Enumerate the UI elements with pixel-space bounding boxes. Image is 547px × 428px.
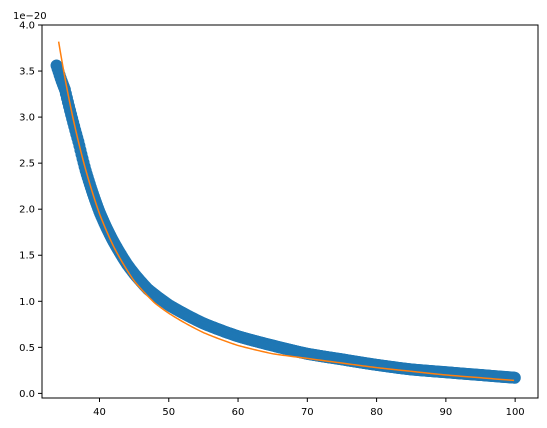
x-tick-label: 60	[232, 407, 245, 418]
x-tick-label: 100	[506, 407, 525, 418]
plot-background	[42, 25, 538, 398]
y-tick-label: 3.5	[19, 67, 35, 78]
y-tick-label: 2.5	[19, 159, 35, 170]
y-tick-label: 1.5	[19, 251, 35, 262]
x-tick-label: 90	[439, 407, 452, 418]
scatter-point	[508, 371, 521, 384]
y-tick-label: 0.0	[19, 389, 35, 400]
x-tick-label: 40	[93, 407, 106, 418]
y-tick-label: 3.0	[19, 113, 35, 124]
y-offset-label: 1e−20	[13, 11, 47, 22]
axes-layer: 40 50 60 70 80 90 100 0.0 0.5 1.0 1.5 2.0 2.5 3.0 3.5 4…	[19, 21, 525, 419]
data-layer	[50, 41, 521, 384]
fit-line	[57, 41, 515, 382]
y-tick-label: 2.0	[19, 205, 35, 216]
y-tick-label: 0.5	[19, 343, 35, 354]
y-tick-label: 1.0	[19, 297, 35, 308]
x-tick-label: 80	[370, 407, 383, 418]
x-tick-label: 50	[162, 407, 175, 418]
x-tick-label: 70	[301, 407, 314, 418]
y-tick-label: 4.0	[19, 21, 35, 32]
plot-frame	[41, 24, 539, 399]
